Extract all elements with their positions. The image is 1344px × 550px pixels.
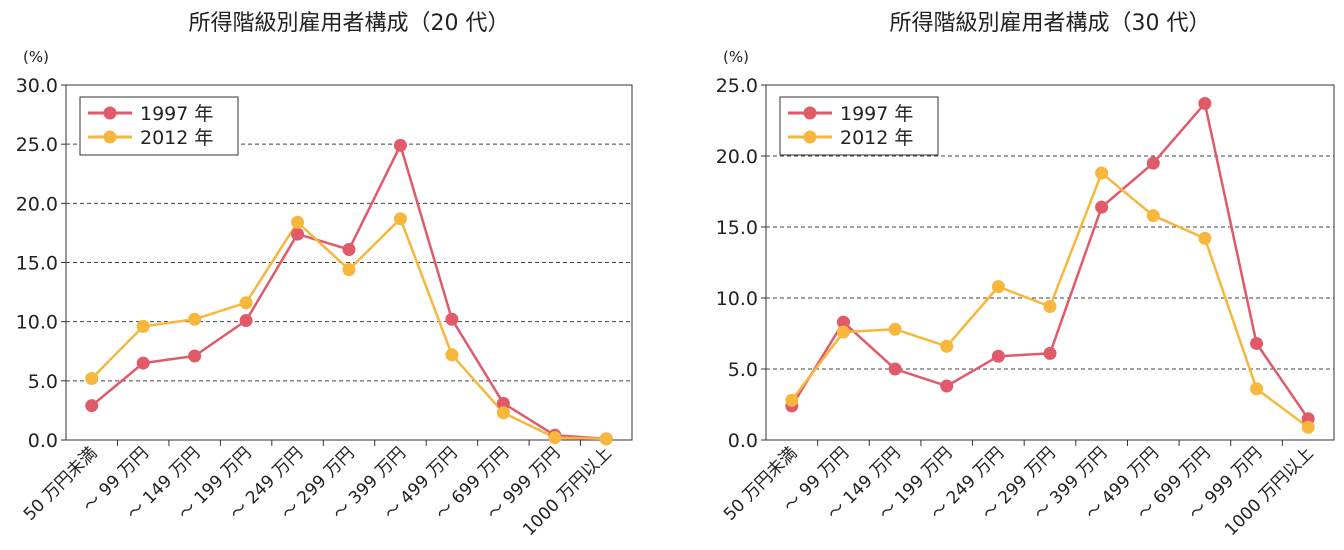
- chart-title: 所得階級別雇用者構成（20 代）: [189, 11, 510, 36]
- data-point-1-6: [393, 212, 407, 226]
- data-point-1-6: [1095, 166, 1109, 180]
- legend-label: 1997 年: [140, 103, 213, 125]
- y-axis-unit: (%): [23, 48, 49, 66]
- data-point-0-0: [85, 399, 99, 413]
- legend-box: [79, 96, 239, 156]
- series-line-0: [90, 141, 607, 441]
- x-tick-label: 1000 万円以上: [1221, 443, 1318, 540]
- data-point-0-5: [342, 242, 356, 256]
- data-point-0-1: [136, 356, 150, 370]
- y-tick-label: 10.0: [16, 312, 58, 334]
- data-point-1-5: [1043, 300, 1057, 314]
- y-tick-label: 20.0: [16, 193, 58, 215]
- y-tick-label: 5.0: [28, 371, 58, 393]
- data-point-1-3: [239, 296, 253, 310]
- data-point-0-8: [496, 396, 510, 410]
- data-point-0-7: [445, 312, 459, 326]
- chart-title: 所得階級別雇用者構成（30 代）: [890, 11, 1211, 36]
- data-point-0-2: [888, 362, 902, 376]
- data-point-0-8: [1198, 96, 1212, 110]
- data-point-0-6: [1095, 200, 1109, 214]
- y-tick-label: 20.0: [716, 146, 758, 168]
- data-point-0-2: [188, 349, 202, 363]
- data-point-0-3: [239, 313, 253, 327]
- data-point-1-3: [940, 339, 954, 353]
- data-point-1-9: [548, 431, 562, 445]
- data-point-1-2: [188, 312, 202, 326]
- data-point-0-6: [393, 138, 407, 152]
- legend-swatch-marker: [803, 106, 817, 120]
- y-axis-unit: (%): [723, 48, 749, 66]
- data-point-1-4: [291, 215, 305, 229]
- chart-20s: 所得階級別雇用者構成（20 代） (%) 0.0 5.0 10.0 15.0 20.0 25.…: [16, 11, 633, 540]
- y-tick-label: 15.0: [716, 217, 758, 239]
- legend-box: [779, 96, 939, 156]
- y-tick-label: 25.0: [16, 134, 58, 156]
- data-point-0-3: [940, 379, 954, 393]
- data-point-1-0: [785, 393, 799, 407]
- x-tick-label: 1000 万円以上: [519, 443, 616, 540]
- plot-frame: [765, 84, 1335, 441]
- legend-swatch-marker: [103, 130, 117, 144]
- y-tick-label: 5.0: [728, 359, 758, 381]
- data-point-0-7: [1146, 156, 1160, 170]
- data-point-1-4: [991, 280, 1005, 294]
- data-point-0-1: [836, 315, 850, 329]
- legend-label: 2012 年: [840, 127, 913, 149]
- y-tick-label: 15.0: [16, 253, 58, 275]
- legend-label: 1997 年: [840, 103, 913, 125]
- y-tick-label: 25.0: [716, 75, 758, 97]
- legend-label: 2012 年: [140, 127, 213, 149]
- data-point-1-10: [1301, 420, 1315, 434]
- data-point-1-8: [496, 406, 510, 420]
- data-point-1-1: [136, 319, 150, 333]
- data-point-1-7: [445, 348, 459, 362]
- chart-30s: 所得階級別雇用者構成（30 代） (%) 0.0 5.0 10.0 15.0 20.0 25.…: [716, 11, 1335, 540]
- data-point-1-2: [888, 322, 902, 336]
- data-point-1-5: [342, 263, 356, 277]
- data-point-0-5: [1043, 346, 1057, 360]
- data-point-0-4: [991, 349, 1005, 363]
- y-tick-label: 10.0: [716, 288, 758, 310]
- data-point-1-8: [1198, 231, 1212, 245]
- y-tick-label: 0.0: [28, 430, 58, 452]
- data-point-0-9: [1250, 336, 1264, 350]
- data-point-1-7: [1146, 209, 1160, 223]
- legend-swatch-marker: [103, 106, 117, 120]
- y-tick-label: 30.0: [16, 75, 58, 97]
- data-point-1-0: [85, 371, 99, 385]
- y-tick-label: 0.0: [728, 430, 758, 452]
- legend-swatch-marker: [803, 130, 817, 144]
- data-point-1-9: [1250, 382, 1264, 396]
- data-point-1-10: [599, 432, 613, 446]
- data-point-0-4: [291, 227, 305, 241]
- data-point-1-1: [836, 325, 850, 339]
